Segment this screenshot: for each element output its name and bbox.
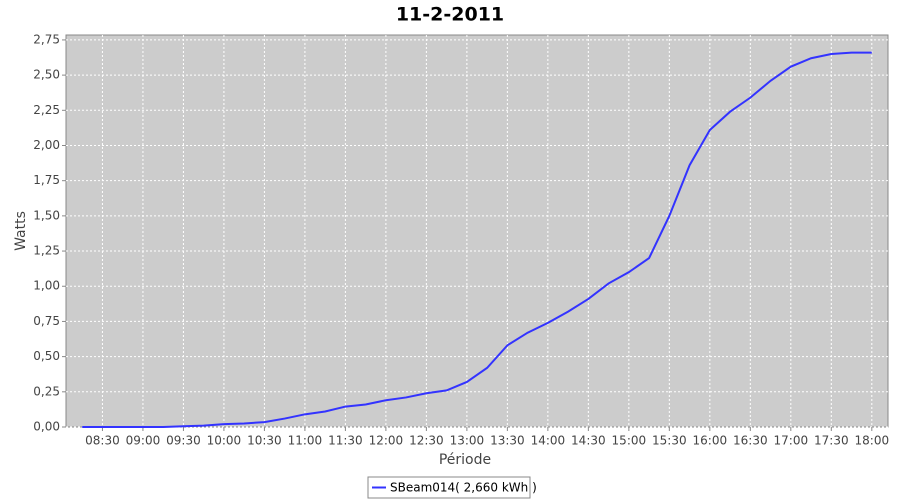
y-tick-label: 2,25 bbox=[33, 103, 60, 117]
y-tick-label: 1,00 bbox=[33, 279, 60, 293]
x-tick-label: 10:00 bbox=[207, 434, 242, 448]
y-tick-label: 1,75 bbox=[33, 173, 60, 187]
x-axis-label: Période bbox=[439, 452, 491, 468]
x-tick-label: 16:30 bbox=[733, 434, 768, 448]
y-tick-label: 0,00 bbox=[33, 420, 60, 434]
x-tick-label: 12:00 bbox=[369, 434, 404, 448]
x-tick-label: 17:00 bbox=[774, 434, 809, 448]
data-line bbox=[82, 51, 872, 428]
y-tick-label: 2,00 bbox=[33, 138, 60, 152]
y-tick-label: 2,50 bbox=[33, 68, 60, 82]
chart-title: 11-2-2011 bbox=[396, 4, 504, 26]
x-tick-label: 18:00 bbox=[855, 434, 890, 448]
x-tick-label: 11:30 bbox=[328, 434, 363, 448]
y-tick-label: 0,75 bbox=[33, 314, 60, 328]
y-tick-label: 1,25 bbox=[33, 244, 60, 258]
x-tick-label: 15:00 bbox=[612, 434, 647, 448]
x-tick-label: 16:00 bbox=[693, 434, 728, 448]
x-tick-label: 12:30 bbox=[409, 434, 444, 448]
y-tick-label: 2,75 bbox=[33, 32, 60, 46]
y-tick-label: 0,50 bbox=[33, 349, 60, 363]
y-tick-label: 1,50 bbox=[33, 208, 60, 222]
plot-area bbox=[65, 34, 889, 428]
legend-label: SBeam014( 2,660 kWh ) bbox=[390, 481, 537, 495]
x-tick-label: 13:30 bbox=[490, 434, 525, 448]
x-tick-label: 13:00 bbox=[450, 434, 485, 448]
x-tick-label: 14:30 bbox=[571, 434, 606, 448]
y-tick-label: 0,25 bbox=[33, 384, 60, 398]
x-tick-label: 10:30 bbox=[247, 434, 282, 448]
x-tick-label: 09:00 bbox=[126, 434, 161, 448]
y-axis-label: Watts bbox=[13, 211, 29, 251]
x-tick-label: 17:30 bbox=[814, 434, 849, 448]
x-tick-label: 14:00 bbox=[531, 434, 566, 448]
x-tick-label: 15:30 bbox=[652, 434, 687, 448]
x-tick-label: 08:30 bbox=[85, 434, 120, 448]
x-tick-label: 09:30 bbox=[166, 434, 201, 448]
legend-box bbox=[367, 476, 531, 499]
x-tick-label: 11:00 bbox=[288, 434, 323, 448]
